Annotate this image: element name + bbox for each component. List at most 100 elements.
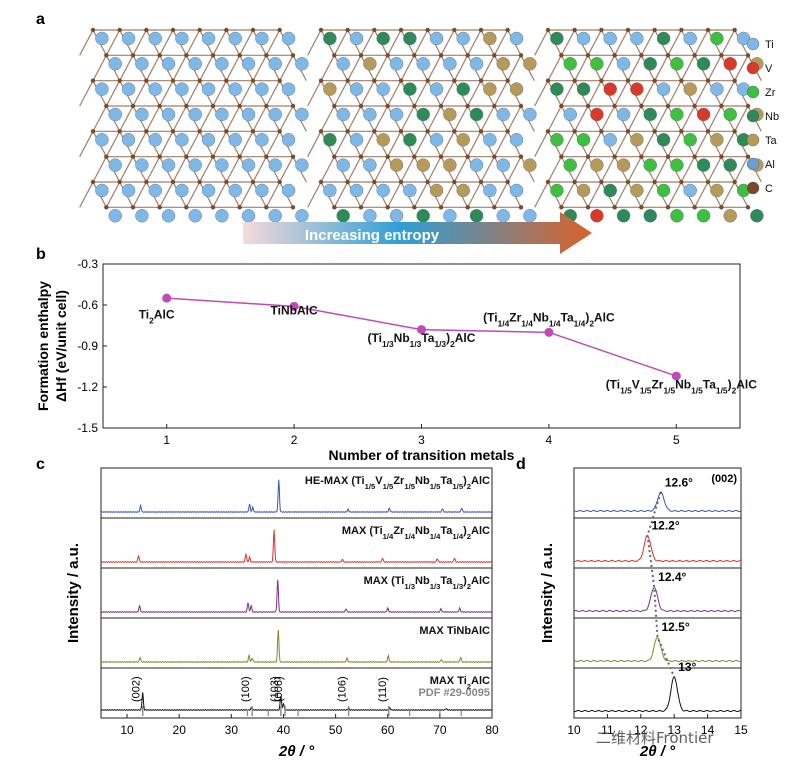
b-xlabel: Number of transition metals	[329, 447, 515, 463]
d-xtick-label: 11	[601, 723, 614, 737]
legend-swatch-Al	[746, 157, 760, 171]
b-xtick-label: 1	[163, 433, 170, 447]
b-plot-frame	[102, 263, 741, 429]
c-xtick-label: 70	[433, 723, 447, 737]
c-xtick-label: 80	[485, 723, 499, 737]
b-ylabel-2: ΔHf (eV/unit cell)	[53, 290, 69, 402]
b-data-point	[289, 301, 299, 311]
b-data-point	[417, 325, 426, 335]
c-xtick-label: 20	[173, 723, 187, 737]
legend-label-Al: Al	[765, 159, 775, 171]
enthalpy-chart: 1 2 3 4 5 -0.3 -0.6 -0.9 -1.2 -1.5 Number of trans…	[35, 257, 757, 463]
legend-label-V: V	[765, 63, 773, 75]
c-series-label: HE-MAX (Ti1/5V1/5Zr1/5Nb1/5Ta1/5)2AlC	[305, 475, 490, 491]
d-xtick-label: 12	[634, 723, 648, 737]
legend-swatch-Ti	[746, 37, 760, 51]
d-peak-label: 12.4°	[658, 570, 686, 584]
legend-label-C: C	[765, 183, 773, 195]
c-ylabel: Intensity / a.u.	[65, 543, 82, 643]
c-series-label: MAX TiNbAlC	[419, 625, 490, 637]
d-series-line	[573, 534, 741, 563]
entropy-arrow-label: Increasing entropy	[305, 227, 440, 244]
b-xtick-label: 4	[546, 433, 553, 447]
c-reference-peak-label: (006)	[273, 676, 285, 702]
b-ytick-label: -0.3	[77, 257, 98, 271]
b-data-point	[671, 371, 681, 381]
b-ytick-label: -0.6	[77, 298, 98, 312]
legend-swatch-Zr	[746, 85, 760, 99]
d-series-line	[573, 637, 742, 663]
c-series-label: MAX Ti2AlC	[430, 675, 490, 691]
b-xtick-label: 3	[418, 433, 425, 447]
legend-swatch-C	[746, 181, 760, 195]
element-legend: Ti V Zr Nb Ta Al C	[746, 37, 779, 195]
c-series-line	[100, 579, 493, 613]
watermark: 二维材料Frontier	[596, 729, 714, 747]
c-series-line	[100, 629, 493, 663]
c-xtick-label: 30	[225, 723, 239, 737]
b-point-label: Ti2AlC	[139, 308, 175, 326]
c-plot-frame	[100, 467, 493, 719]
c-series-line	[100, 529, 493, 563]
d-ylabel: Intensity / a.u.	[539, 543, 556, 643]
structure-2	[307, 27, 537, 223]
d-peak-label: 12.5°	[662, 620, 690, 634]
b-data-point	[544, 327, 554, 337]
c-series-label: MAX (Ti1/4Zr1/4Nb1/4Ta1/4)2AlC	[342, 525, 490, 541]
panel-d-letter: d	[516, 456, 526, 473]
legend-label-Zr: Zr	[765, 87, 776, 99]
d-series-line	[573, 675, 741, 713]
c-reference-peak-label: (103)	[269, 676, 281, 702]
d-series-line	[573, 491, 742, 513]
c-xtick-label: 10	[120, 723, 134, 737]
c-reference-peak-label: (002)	[131, 676, 143, 702]
c-xtick-label: 40	[277, 723, 291, 737]
legend-swatch-V	[746, 61, 760, 75]
d-peak-label: 13°	[678, 660, 696, 674]
xrd-chart: HE-MAX (Ti1/5V1/5Zr1/5Nb1/5Ta1/5)2AlC MAX…	[65, 467, 499, 760]
structure-1	[79, 27, 309, 223]
d-xtick-label: 13	[668, 723, 682, 737]
b-point-label: (Ti1/3Nb1/3Ta1/3)2AlC	[368, 331, 476, 349]
legend-swatch-Nb	[746, 109, 760, 123]
c-xtick-label: 50	[329, 723, 343, 737]
c-reference-peak-label: (106)	[337, 676, 349, 702]
b-ytick-label: -1.2	[77, 380, 98, 394]
legend-label-Ta: Ta	[765, 135, 778, 147]
panel-b-letter: b	[36, 246, 46, 263]
b-point-label: TiNbAlC	[271, 304, 318, 318]
d-title: (002)	[711, 473, 737, 485]
c-reference-peak-label: (110)	[377, 677, 389, 702]
c-series-label: MAX (Ti1/3Nb1/3Ta1/3)2AlC	[364, 575, 490, 591]
panel-a-letter: a	[36, 11, 45, 28]
legend-label-Ti: Ti	[765, 39, 774, 51]
d-peak-label: 12.6°	[665, 475, 693, 489]
d-xtick-label: 10	[567, 723, 581, 737]
d-xlabel: 2θ / °	[639, 743, 676, 760]
c-xtick-label: 60	[381, 723, 395, 737]
b-xtick-label: 5	[673, 433, 680, 447]
b-data-point	[162, 293, 172, 303]
c-reference-peak-label: (100)	[240, 676, 252, 702]
legend-swatch-Ta	[746, 133, 760, 147]
legend-label-Nb: Nb	[765, 111, 779, 123]
xrd-zoom-chart: 12.6° 12.2° 12.4° 12.5° 13° (002) 10 11 12 13 14 15…	[539, 467, 748, 760]
d-xtick-label: 15	[734, 723, 748, 737]
entropy-arrow: Increasing entropy	[243, 212, 592, 254]
b-ytick-label: -1.5	[77, 421, 98, 435]
d-series-line	[573, 587, 742, 613]
crystal-structures	[79, 27, 764, 223]
b-point-label: (Ti1/4Zr1/4Nb1/4Ta1/4)2AlC	[483, 310, 615, 328]
d-peak-label: 12.2°	[651, 519, 679, 533]
c-reference-label: PDF #29-0095	[418, 687, 490, 699]
c-series-line	[100, 479, 493, 513]
d-peak-trend	[646, 492, 676, 678]
c-series-line	[100, 692, 493, 711]
d-xtick-label: 14	[701, 723, 715, 737]
panel-c-letter: c	[36, 456, 45, 473]
b-xtick-label: 2	[291, 433, 298, 447]
b-ytick-label: -0.9	[77, 339, 98, 353]
d-plot-frame	[573, 467, 742, 719]
structure-3	[534, 27, 764, 223]
